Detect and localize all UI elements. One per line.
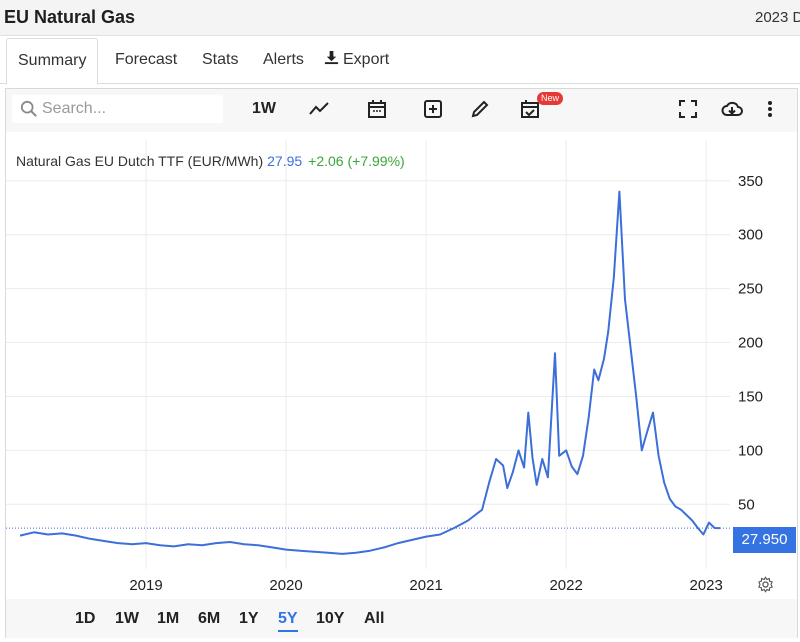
range-6m[interactable]: 6M (198, 610, 221, 627)
interval-button[interactable]: 1W (252, 100, 276, 117)
tab-stats-label: Stats (202, 51, 239, 68)
search-icon (20, 100, 37, 117)
y-axis-area (730, 132, 797, 569)
chart-settings[interactable] (730, 569, 797, 599)
range-all[interactable]: All (364, 610, 385, 627)
search-box[interactable] (12, 95, 223, 123)
tab-bar: Summary Forecast Stats Alerts Export (0, 38, 800, 85)
legend-series-name: Natural Gas EU Dutch TTF (EUR/MWh) (16, 153, 264, 169)
chart-legend: Natural Gas EU Dutch TTF (EUR/MWh) 27.95 +… (16, 153, 405, 169)
tab-stats[interactable]: Stats (202, 38, 238, 84)
title-bar: EU Natural Gas 2023 D (0, 0, 800, 36)
range-1w[interactable]: 1W (115, 610, 139, 627)
search-input[interactable] (42, 97, 217, 121)
x-axis-area (6, 569, 730, 599)
range-10y[interactable]: 10Y (316, 610, 345, 627)
tab-forecast-label: Forecast (115, 51, 178, 68)
more-vertical-icon[interactable] (756, 96, 784, 122)
tab-export[interactable]: Export (324, 38, 389, 84)
range-selector: 1D 1W 1M 6M 1Y 5Y 10Y All (6, 600, 797, 638)
plot-area[interactable] (6, 132, 730, 569)
range-5y[interactable]: 5Y (278, 610, 298, 632)
tab-alerts-label: Alerts (263, 51, 304, 68)
line-chart-icon[interactable] (305, 96, 333, 122)
range-1m[interactable]: 1M (157, 610, 180, 627)
tab-summary[interactable]: Summary (6, 38, 99, 85)
page-title: EU Natural Gas (4, 7, 136, 27)
tab-export-label: Export (343, 51, 390, 68)
pencil-icon[interactable] (466, 96, 494, 122)
new-badge: New (537, 92, 564, 105)
gear-icon[interactable] (757, 576, 774, 593)
calendar-check-icon[interactable] (516, 96, 544, 122)
last-price-badge: 27.950 (733, 527, 796, 553)
add-icon[interactable] (419, 96, 447, 122)
cloud-download-icon[interactable] (718, 96, 746, 122)
calendar-icon[interactable] (363, 96, 391, 122)
legend-change: +2.06 (+7.99%) (308, 153, 405, 169)
fullscreen-icon[interactable] (674, 96, 702, 122)
legend-last-value: 27.95 (267, 153, 303, 169)
tab-alerts[interactable]: Alerts (263, 38, 304, 84)
tab-forecast[interactable]: Forecast (115, 38, 177, 84)
chart-toolbar: 1W New (6, 89, 797, 131)
download-icon (324, 38, 339, 82)
range-1y[interactable]: 1Y (239, 610, 259, 627)
range-1d[interactable]: 1D (75, 610, 96, 627)
header-date: 2023 D (755, 9, 800, 26)
tab-summary-label: Summary (18, 52, 87, 69)
